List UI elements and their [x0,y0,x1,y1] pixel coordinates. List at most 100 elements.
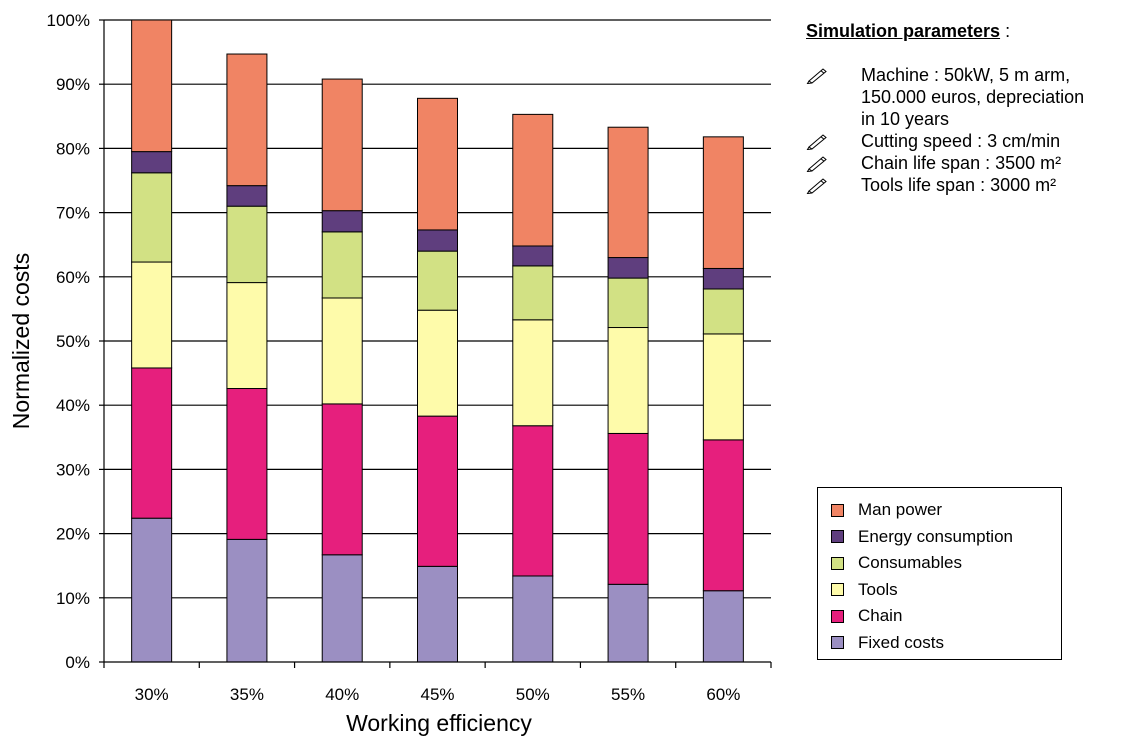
bar-segment [321,78,363,212]
legend-label: Chain [858,606,903,625]
legend-item: Consumables [831,553,962,573]
axes [99,19,772,668]
bar-segment [131,151,173,174]
x-tick-labels: 30% 35% 40% 45% 50% 55% 60% [135,685,741,704]
bar-segment [702,333,744,441]
y-tick-label: 80% [56,139,90,158]
legend-item: Chain [831,606,902,626]
y-tick-label: 70% [56,204,90,223]
pencil-icon [806,66,828,85]
bar-segment [131,261,173,369]
x-tick-label: 60% [706,685,740,704]
bar-segment [131,517,173,663]
legend-item: Energy consumption [831,527,1013,547]
param-item: Tools life span : 3000 m² [806,174,1136,196]
bar-segment [226,282,268,390]
bar-segment [512,265,554,321]
x-tick-label: 45% [420,685,454,704]
bar-segment [607,432,649,585]
bar-segment [512,575,554,663]
bar-segment [321,210,363,233]
param-list: Machine : 50kW, 5 m arm, 150.000 euros, d… [806,64,1136,196]
y-tick-label: 50% [56,332,90,351]
param-item: Machine : 50kW, 5 m arm, 150.000 euros, d… [806,64,1136,130]
bar-segment [607,583,649,663]
legend-swatch [831,503,844,517]
bar-segment [417,565,458,663]
y-tick-label: 10% [56,589,90,608]
legend-swatch [831,530,844,543]
y-tick-label: 30% [56,460,90,479]
legend-swatch [831,556,844,570]
bar-segment [321,297,363,405]
x-axis-title: Working efficiency [346,710,532,736]
y-tick-label: 60% [56,268,90,287]
legend-item: Fixed costs [831,633,944,653]
bar-segment [131,367,173,519]
y-axis-title: Normalized costs [8,253,34,429]
x-tick-label: 50% [516,685,550,704]
legend-swatch [831,636,844,649]
y-tick-label: 20% [56,525,90,544]
bar-segment [702,267,744,290]
y-tick-label: 0% [65,653,90,672]
bar-segment [417,309,458,417]
bar-segment [512,245,554,267]
pencil-icon [806,176,828,195]
legend: Man power Energy consumption Consumables To… [817,487,1062,660]
simulation-parameters: Simulation parameters : Machine : 50kW, … [806,20,1136,196]
bar-segment [607,257,649,279]
legend-label: Tools [858,579,898,599]
legend-item: Man power [831,500,942,520]
params-heading: Simulation parameters : [806,20,1136,42]
bar-segment [512,113,554,247]
y-tick-label: 100% [47,11,90,30]
bar-segment [226,538,268,663]
bar-segment [702,439,744,592]
param-text: Cutting speed : 3 cm/min [861,131,1061,151]
pencil-icon [806,132,828,151]
bar-segment [702,288,744,335]
bar-segment [321,231,363,299]
pencil-icon [806,154,828,173]
bar-segment [131,172,173,263]
bar-segment [607,277,649,329]
bar-segment [512,425,554,577]
legend-label: Fixed costs [858,632,944,652]
bar-segment [607,126,649,259]
param-item: Cutting speed : 3 cm/min [806,130,1136,152]
x-tick-label: 35% [230,685,264,704]
param-text: Tools life span : 3000 m² [861,175,1057,195]
param-item: Chain life span : 3500 m² [806,152,1136,174]
bar-segment [607,327,649,434]
param-text: 150.000 euros, depreciation [861,87,1085,107]
y-tick-label: 40% [56,396,90,415]
param-text: Chain life span : 3500 m² [861,153,1062,173]
x-tick-label: 55% [611,685,645,704]
bar-segment [417,415,458,567]
param-text: in 10 years [861,109,950,129]
bar-segment [702,590,744,663]
param-text: Machine : 50kW, 5 m arm, [861,65,1071,85]
bar-segment [417,97,458,231]
bar-segment [131,19,173,153]
bar-segment [512,319,554,427]
legend-label: Man power [858,500,943,519]
bar-segment [321,403,363,556]
legend-label: Consumables [858,553,962,572]
params-title: Simulation parameters [806,21,1001,41]
legend-swatch [831,583,844,596]
bar-segment [702,136,744,269]
legend-label: Energy consumption [858,526,1013,546]
legend-item: Tools [831,580,898,600]
bars [131,19,744,663]
bar-segment [226,388,268,540]
bar-segment [226,205,268,284]
bar-segment [226,185,268,207]
bar-segment [226,53,268,187]
bar-segment [417,229,458,252]
bar-segment [321,554,363,663]
params-title-suffix: : [1000,21,1011,41]
x-tick-label: 30% [135,685,169,704]
